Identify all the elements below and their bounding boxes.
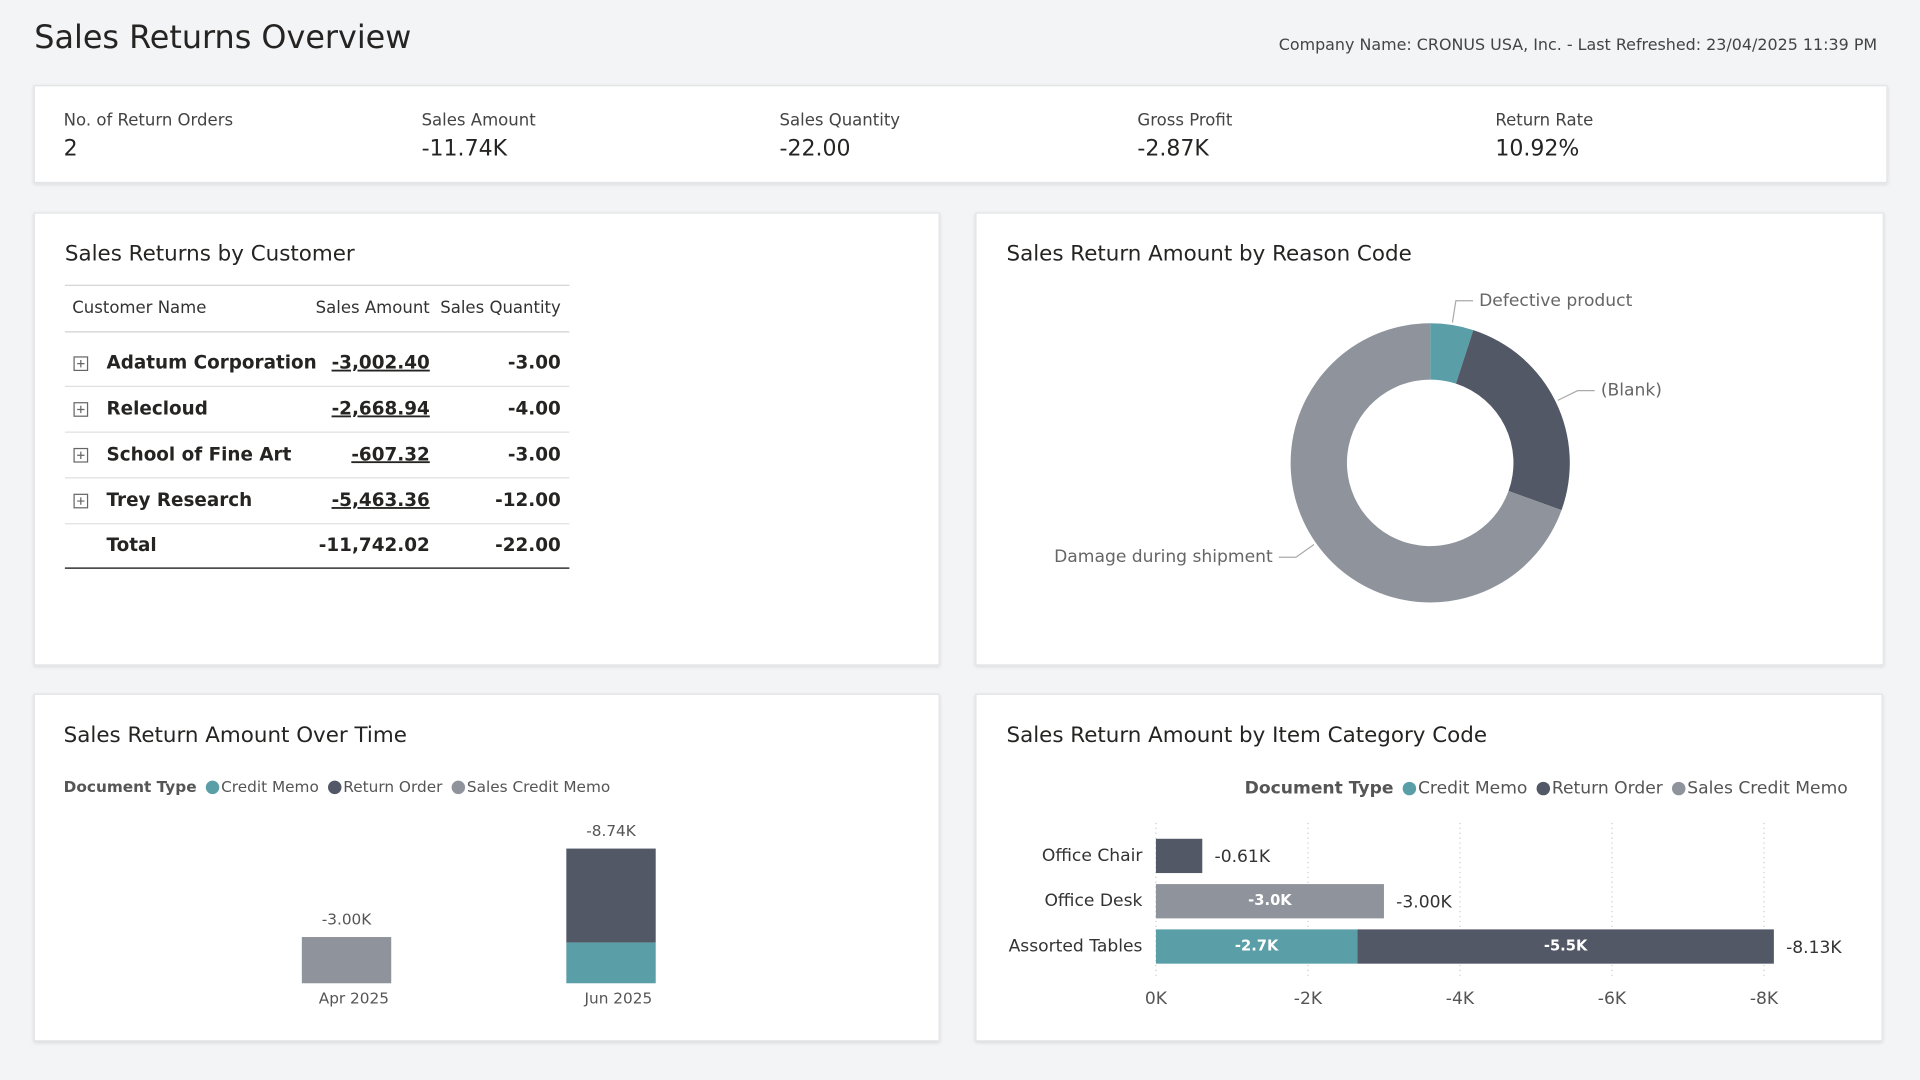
bar-segment <box>1357 929 1774 964</box>
expand-plus <box>77 497 85 505</box>
kpi-card <box>33 85 1888 184</box>
total-cell: -11,742.02 <box>319 535 430 556</box>
column-segment <box>301 937 392 984</box>
content: Sales Returns Overview Company Name: CRO… <box>33 18 1888 1042</box>
total-label: -3.00K <box>1396 892 1452 912</box>
legend-label: Return Order <box>343 778 443 796</box>
table-cell: Relecloud <box>107 398 208 419</box>
y-tick-label: Assorted Tables <box>1009 937 1143 957</box>
item-card <box>975 693 1883 1042</box>
bar-segment <box>1155 838 1203 874</box>
legend-title: Document Type <box>1245 779 1394 799</box>
legend-label: Sales Credit Memo <box>1687 779 1847 799</box>
table-title: Sales Returns by Customer <box>65 242 355 267</box>
total-cell: -22.00 <box>495 535 561 556</box>
chart-title: Sales Return Amount by Item Category Cod… <box>1007 723 1488 748</box>
total-label: -8.13K <box>1786 938 1842 958</box>
header-info: Company Name: CRONUS USA, Inc. - Last Re… <box>1279 35 1877 54</box>
legend-swatch <box>1402 781 1417 796</box>
value-label: -3.0K <box>1248 892 1292 909</box>
kpi-value: 10.92% <box>1495 136 1579 161</box>
table-cell: -5,463.36 <box>332 490 430 511</box>
expand-icon[interactable] <box>73 356 89 372</box>
leader-line <box>1278 544 1315 558</box>
legend-label: Credit Memo <box>1418 779 1527 799</box>
table-cell: -3.00 <box>508 444 561 465</box>
time-card <box>33 693 940 1042</box>
slice-label: (Blank) <box>1601 381 1662 401</box>
table-cell: -3.00 <box>508 353 561 374</box>
total-label: -8.74K <box>586 822 637 840</box>
leader-line <box>1557 390 1595 401</box>
legend-swatch <box>1671 781 1686 796</box>
x-tick-label: Jun 2025 <box>584 990 653 1008</box>
kpi-label: Return Rate <box>1495 111 1593 130</box>
legend-swatch <box>1536 781 1551 796</box>
y-tick-label: Office Chair <box>1042 846 1143 866</box>
x-tick-label: -6K <box>1598 989 1627 1009</box>
kpi-label: Sales Amount <box>422 111 537 130</box>
slice-label: Defective product <box>1479 291 1632 311</box>
kpi-value: -11.74K <box>422 136 508 161</box>
legend: Document Type Credit Memo Return Order Sale… <box>1245 779 1848 799</box>
legend: Document Type Credit Memo Return Order Sale… <box>64 778 611 796</box>
bar-segment <box>1155 884 1384 919</box>
x-tick-label: -8K <box>1750 989 1779 1009</box>
total-label: -3.00K <box>322 910 373 928</box>
table-card <box>33 212 940 666</box>
legend-swatch <box>451 780 466 795</box>
x-tick-label: Apr 2025 <box>319 990 389 1008</box>
column-header: Sales Quantity <box>440 298 561 317</box>
expand-plus <box>77 360 85 368</box>
page-title: Sales Returns Overview <box>34 18 411 56</box>
kpi-label: Sales Quantity <box>780 111 901 130</box>
table-cell: -4.00 <box>508 398 561 419</box>
kpi-label: No. of Return Orders <box>64 111 233 130</box>
expand-plus <box>77 451 85 459</box>
x-tick-label: -2K <box>1294 989 1323 1009</box>
bar-segment <box>1155 929 1358 964</box>
expand-icon[interactable] <box>73 402 89 417</box>
table-cell: -2,668.94 <box>332 398 430 419</box>
donut-slice <box>1455 330 1570 511</box>
kpi-value: 2 <box>64 136 78 161</box>
table-cell: -3,002.40 <box>332 353 430 374</box>
legend-label: Sales Credit Memo <box>467 778 610 796</box>
legend-title: Document Type <box>64 778 197 796</box>
y-tick-label: Office Desk <box>1044 891 1142 911</box>
expand-icon[interactable] <box>73 493 89 509</box>
kpi-label: Gross Profit <box>1137 111 1232 130</box>
kpi-value: -2.87K <box>1137 136 1209 161</box>
legend-label: Credit Memo <box>221 778 319 796</box>
chart-title: Sales Return Amount Over Time <box>64 723 407 748</box>
expand-icon[interactable] <box>73 447 89 463</box>
table-cell: School of Fine Art <box>107 444 292 465</box>
leader-line <box>1451 300 1474 323</box>
legend-label: Return Order <box>1552 779 1664 799</box>
expand-plus <box>77 405 85 414</box>
value-label: -2.7K <box>1235 938 1279 955</box>
chart-title: Sales Return Amount by Reason Code <box>1007 242 1412 267</box>
total-label: -0.61K <box>1215 847 1271 867</box>
value-label: -5.5K <box>1544 938 1588 955</box>
column-header: Sales Amount <box>316 298 431 317</box>
table-cell: -12.00 <box>495 490 561 511</box>
x-tick-label: -4K <box>1446 989 1475 1009</box>
total-cell: Total <box>107 535 157 556</box>
x-tick-label: 0K <box>1145 989 1168 1009</box>
slice-label: Damage during shipment <box>1054 547 1273 567</box>
kpi-value: -22.00 <box>780 136 851 161</box>
table-cell: -607.32 <box>351 444 429 465</box>
column-header: Customer Name <box>72 298 206 317</box>
donut-slice <box>1430 323 1474 384</box>
donut-slice <box>1290 323 1562 603</box>
table-cell: Adatum Corporation <box>107 353 317 374</box>
legend-swatch <box>205 780 220 795</box>
column-segment <box>566 848 656 943</box>
table-cell: Trey Research <box>107 490 253 511</box>
legend-swatch <box>328 780 342 795</box>
column-segment <box>566 942 656 984</box>
